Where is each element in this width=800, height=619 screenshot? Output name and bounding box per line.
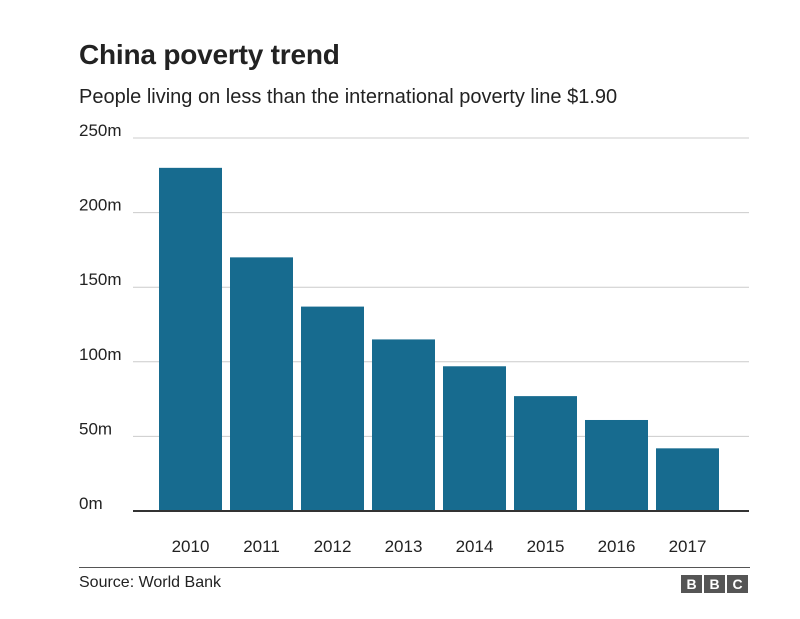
logo-letter-b1: B bbox=[681, 575, 702, 593]
grid-lines bbox=[133, 137, 749, 437]
source-note: Source: World Bank bbox=[79, 574, 221, 591]
footer-divider bbox=[79, 567, 750, 568]
bar-2017 bbox=[656, 448, 719, 511]
y-tick-label: 150m bbox=[79, 270, 122, 289]
x-tick-label: 2014 bbox=[456, 537, 494, 556]
x-tick-label: 2017 bbox=[669, 537, 707, 556]
x-tick-label: 2013 bbox=[385, 537, 423, 556]
bbc-logo: B B C bbox=[681, 575, 748, 593]
bar-2014 bbox=[443, 366, 506, 511]
x-axis-tick-labels: 2010 2011 2012 2013 2014 2015 2016 2017 bbox=[172, 537, 707, 556]
chart-subtitle: People living on less than the internati… bbox=[79, 86, 618, 108]
bar-2012 bbox=[301, 306, 364, 511]
bar-2010 bbox=[159, 167, 222, 511]
chart-title: China poverty trend bbox=[79, 39, 340, 70]
bar-2011 bbox=[230, 257, 293, 511]
logo-letter-b2: B bbox=[704, 575, 725, 593]
y-tick-label: 0m bbox=[79, 494, 103, 513]
y-tick-label: 100m bbox=[79, 345, 122, 364]
logo-letter-c: C bbox=[727, 575, 748, 593]
y-axis-tick-labels: 0m 50m 100m 150m 200m 250m bbox=[79, 121, 122, 513]
bar-2015 bbox=[514, 396, 577, 511]
x-tick-label: 2010 bbox=[172, 537, 210, 556]
bar-2016 bbox=[585, 419, 648, 511]
x-tick-label: 2016 bbox=[598, 537, 636, 556]
y-tick-label: 50m bbox=[79, 419, 112, 438]
y-tick-label: 200m bbox=[79, 196, 122, 215]
bars bbox=[159, 167, 719, 511]
x-tick-label: 2012 bbox=[314, 537, 352, 556]
bar-2013 bbox=[372, 339, 435, 511]
y-tick-label: 250m bbox=[79, 121, 122, 140]
x-tick-label: 2011 bbox=[243, 537, 280, 556]
x-tick-label: 2015 bbox=[527, 537, 565, 556]
